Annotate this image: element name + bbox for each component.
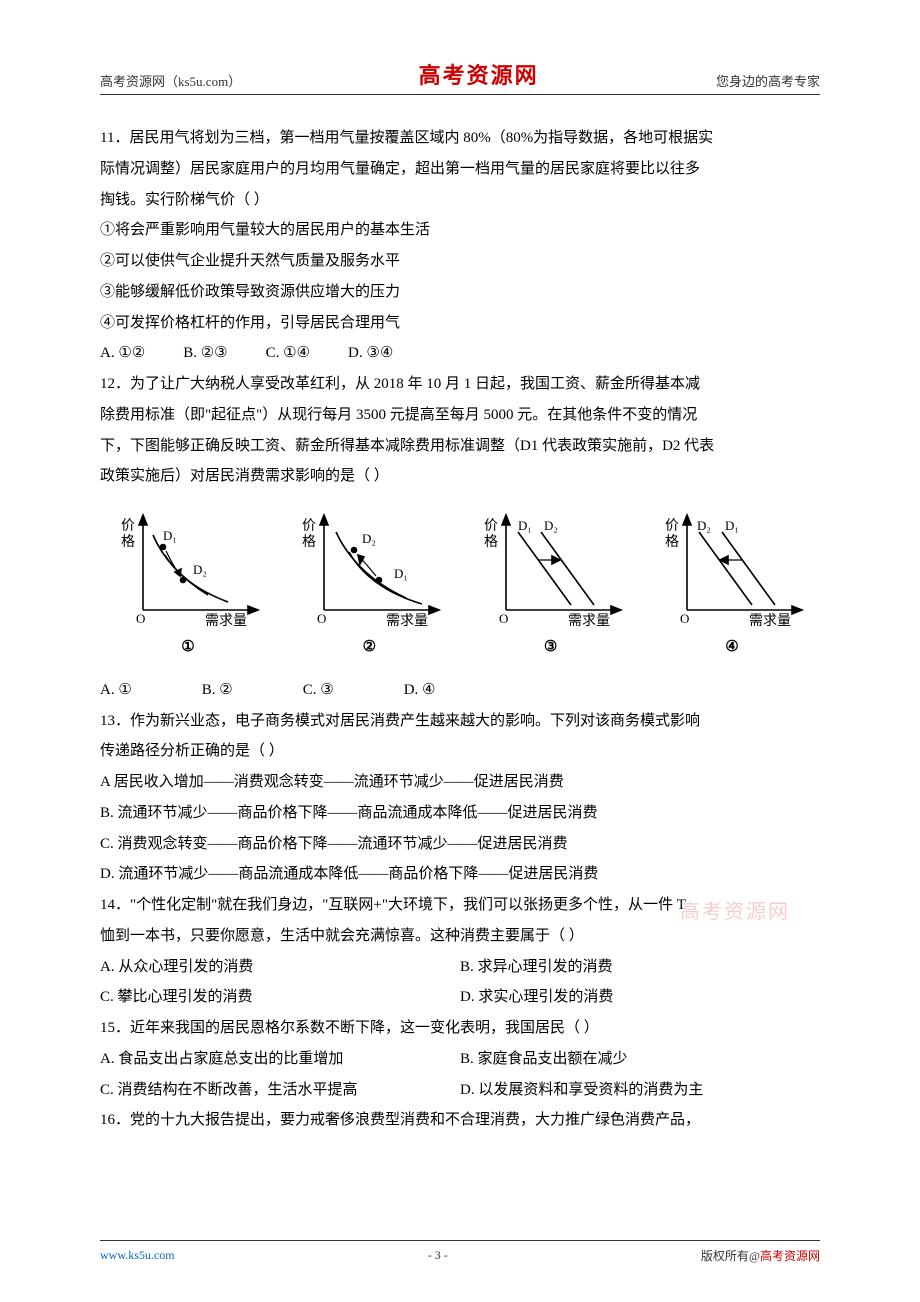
header-left: 高考资源网（ks5u.com） bbox=[100, 71, 241, 90]
xlabel: 需求量 bbox=[568, 613, 610, 629]
footer-copyright: 版权所有@高考资源网 bbox=[701, 1247, 820, 1264]
header-center-logo: 高考资源网 bbox=[419, 58, 539, 90]
q13-option-a: A 居民收入增加——消费观念转变——流通环节减少——促进居民消费 bbox=[100, 767, 820, 798]
q16-stem: 16．党的十九大报告提出，要力戒奢侈浪费型消费和不合理消费，大力推广绿色消费产品… bbox=[100, 1105, 820, 1136]
q14-options-row1: A. 从众心理引发的消费 B. 求异心理引发的消费 bbox=[100, 952, 820, 983]
q12-stem: 政策实施后）对居民消费需求影响的是（ ） bbox=[100, 461, 820, 492]
d1-label: D₁ bbox=[725, 518, 739, 533]
q11-statement-3: ③能够缓解低价政策导致资源供应增大的压力 bbox=[100, 277, 820, 308]
q15-stem: 15．近年来我国的居民恩格尔系数不断下降，这一变化表明，我国居民（ ） bbox=[100, 1013, 820, 1044]
chart-1-svg: 价 格 O 需求量 D₁ D₂ bbox=[113, 510, 263, 630]
d2-label: D₂ bbox=[362, 531, 376, 546]
ylabel: 价 bbox=[121, 518, 135, 534]
d2-label: D₂ bbox=[193, 562, 207, 577]
q15-option-d: D. 以发展资料和享受资料的消费为主 bbox=[460, 1075, 820, 1106]
svg-text:O: O bbox=[317, 611, 326, 626]
header-right: 您身边的高考专家 bbox=[716, 71, 820, 90]
ylabel: 格 bbox=[121, 534, 135, 550]
q14-stem: 14．"个性化定制"就在我们身边，"互联网+"大环境下，我们可以张扬更多个性，从… bbox=[100, 890, 820, 921]
q12-option-d: D. ④ bbox=[404, 675, 436, 706]
d2-label: D₂ bbox=[544, 518, 558, 533]
q13-option-b: B. 流通环节减少——商品价格下降——商品流通成本降低——促进居民消费 bbox=[100, 798, 820, 829]
chart-4-svg: 价 格 O 需求量 D₂ D₁ bbox=[657, 510, 807, 630]
d1-label: D₁ bbox=[163, 528, 177, 543]
q15-option-c: C. 消费结构在不断改善，生活水平提高 bbox=[100, 1075, 460, 1106]
chart-4-label: ④ bbox=[652, 632, 812, 663]
footer-url: www.ks5u.com bbox=[100, 1248, 175, 1263]
q12-stem: 下，下图能够正确反映工资、薪金所得基本减除费用标准调整（D1 代表政策实施前，D… bbox=[100, 431, 820, 462]
chart-2-label: ② bbox=[289, 632, 449, 663]
q15-options-row1: A. 食品支出占家庭总支出的比重增加 B. 家庭食品支出额在减少 bbox=[100, 1044, 820, 1075]
chart-1-label: ① bbox=[108, 632, 268, 663]
q14-option-b: B. 求异心理引发的消费 bbox=[460, 952, 820, 983]
chart-3: 价 格 O 需求量 D₁ D₂ ③ bbox=[471, 510, 631, 663]
q11-stem: 11．居民用气将划为三档，第一档用气量按覆盖区域内 80%（80%为指导数据，各… bbox=[100, 123, 820, 154]
xlabel: 需求量 bbox=[205, 613, 247, 629]
q11-option-c: C. ①④ bbox=[266, 338, 310, 369]
q15-options-row2: C. 消费结构在不断改善，生活水平提高 D. 以发展资料和享受资料的消费为主 bbox=[100, 1075, 820, 1106]
ylabel: 格 bbox=[665, 534, 679, 550]
d1-label: D₁ bbox=[394, 566, 408, 581]
q14-option-d: D. 求实心理引发的消费 bbox=[460, 982, 820, 1013]
q13-stem: 传递路径分析正确的是（ ） bbox=[100, 736, 820, 767]
chart-1: 价 格 O 需求量 D₁ D₂ ① bbox=[108, 510, 268, 663]
ylabel: 价 bbox=[484, 518, 498, 534]
svg-text:O: O bbox=[680, 611, 689, 626]
q12-options: A. ① B. ② C. ③ D. ④ bbox=[100, 675, 820, 706]
q15-option-b: B. 家庭食品支出额在减少 bbox=[460, 1044, 820, 1075]
chart-3-svg: 价 格 O 需求量 D₁ D₂ bbox=[476, 510, 626, 630]
page-header: 高考资源网（ks5u.com） 高考资源网 您身边的高考专家 bbox=[100, 58, 820, 95]
q12-option-b: B. ② bbox=[202, 675, 233, 706]
q11-option-b: B. ②③ bbox=[183, 338, 227, 369]
q11-option-d: D. ③④ bbox=[348, 338, 393, 369]
d2-label: D₂ bbox=[697, 518, 711, 533]
chart-2-svg: 价 格 O 需求量 D₂ D₁ bbox=[294, 510, 444, 630]
q11-statement-4: ④可发挥价格杠杆的作用，引导居民合理用气 bbox=[100, 308, 820, 339]
chart-2: 价 格 O 需求量 D₂ D₁ ② bbox=[289, 510, 449, 663]
chart-3-label: ③ bbox=[471, 632, 631, 663]
ylabel: 价 bbox=[665, 518, 679, 534]
ylabel: 格 bbox=[302, 534, 316, 550]
svg-text:O: O bbox=[136, 611, 145, 626]
q14-stem: 恤到一本书，只要你愿意，生活中就会充满惊喜。这种消费主要属于（ ） bbox=[100, 921, 820, 952]
q11-statement-1: ①将会严重影响用气量较大的居民用户的基本生活 bbox=[100, 215, 820, 246]
footer-page-number: - 3 - bbox=[428, 1248, 448, 1263]
q14-options-row2: C. 攀比心理引发的消费 D. 求实心理引发的消费 bbox=[100, 982, 820, 1013]
page-footer: www.ks5u.com - 3 - 版权所有@高考资源网 bbox=[100, 1240, 820, 1264]
q14-option-a: A. 从众心理引发的消费 bbox=[100, 952, 460, 983]
q12-option-c: C. ③ bbox=[303, 675, 334, 706]
ylabel: 价 bbox=[302, 518, 316, 534]
q13-option-d: D. 流通环节减少——商品流通成本降低——商品价格下降——促进居民消费 bbox=[100, 859, 820, 890]
q14-option-c: C. 攀比心理引发的消费 bbox=[100, 982, 460, 1013]
q13-option-c: C. 消费观念转变——商品价格下降——流通环节减少——促进居民消费 bbox=[100, 829, 820, 860]
q12-stem: 除费用标准（即"起征点"）从现行每月 3500 元提高至每月 5000 元。在其… bbox=[100, 400, 820, 431]
q12-stem: 12．为了让广大纳税人享受改革红利，从 2018 年 10 月 1 日起，我国工… bbox=[100, 369, 820, 400]
q12-charts: 价 格 O 需求量 D₁ D₂ ① bbox=[100, 510, 820, 663]
q11-options: A. ①② B. ②③ C. ①④ D. ③④ bbox=[100, 338, 820, 369]
q11-option-a: A. ①② bbox=[100, 338, 145, 369]
q15-option-a: A. 食品支出占家庭总支出的比重增加 bbox=[100, 1044, 460, 1075]
q12-option-a: A. ① bbox=[100, 675, 132, 706]
xlabel: 需求量 bbox=[749, 613, 791, 629]
q13-stem: 13．作为新兴业态，电子商务模式对居民消费产生越来越大的影响。下列对该商务模式影… bbox=[100, 706, 820, 737]
svg-text:O: O bbox=[499, 611, 508, 626]
q11-statement-2: ②可以使供气企业提升天然气质量及服务水平 bbox=[100, 246, 820, 277]
document-body: 11．居民用气将划为三档，第一档用气量按覆盖区域内 80%（80%为指导数据，各… bbox=[100, 123, 820, 1136]
ylabel: 格 bbox=[484, 534, 498, 550]
q11-stem: 掏钱。实行阶梯气价（ ） bbox=[100, 185, 820, 216]
d1-label: D₁ bbox=[518, 518, 532, 533]
chart-4: 价 格 O 需求量 D₂ D₁ ④ bbox=[652, 510, 812, 663]
q11-stem: 际情况调整）居民家庭用户的月均用气量确定，超出第一档用气量的居民家庭将要比以往多 bbox=[100, 154, 820, 185]
xlabel: 需求量 bbox=[386, 613, 428, 629]
